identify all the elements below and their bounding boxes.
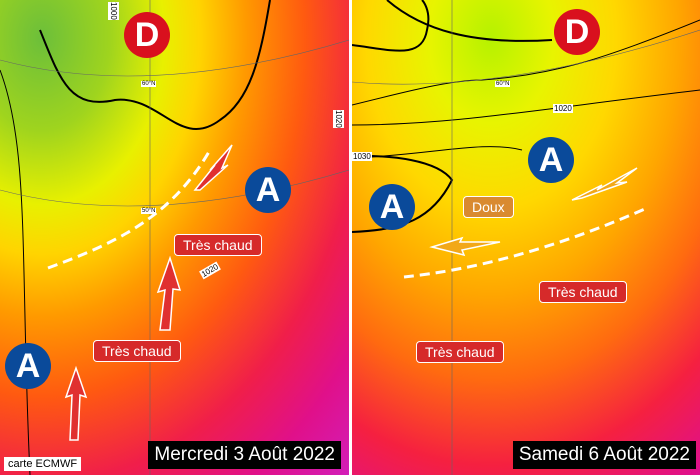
front-line xyxy=(403,206,648,279)
low-pressure-marker: D xyxy=(554,9,600,55)
front-line xyxy=(47,149,212,270)
latitude-label: 60°N xyxy=(495,81,511,87)
temperature-map-right xyxy=(352,0,700,475)
mild-air-arrow xyxy=(571,167,638,201)
latitude-label: 60°N xyxy=(141,81,157,87)
isobar-label: 1020 xyxy=(333,110,344,128)
isobar-label: 1020 xyxy=(553,104,573,113)
warm-air-arrow xyxy=(156,255,182,331)
warm-air-arrow xyxy=(64,365,88,441)
warm-air-arrow xyxy=(193,144,233,191)
map-panel-right: 1020 1030 60°N D A A Doux Très chaud Trè… xyxy=(352,0,700,475)
mild-air-arrow xyxy=(429,236,501,257)
high-pressure-marker: A xyxy=(245,167,291,213)
map-date: Mercredi 3 Août 2022 xyxy=(148,441,341,469)
mild-label: Doux xyxy=(463,196,514,218)
hot-label: Très chaud xyxy=(174,234,262,256)
high-pressure-marker: A xyxy=(369,184,415,230)
high-pressure-marker: A xyxy=(528,137,574,183)
hot-label: Très chaud xyxy=(416,341,504,363)
low-pressure-marker: D xyxy=(124,12,170,58)
isobar-label: 1000 xyxy=(108,2,119,20)
latitude-label: 50°N xyxy=(141,208,157,214)
hot-label: Très chaud xyxy=(93,340,181,362)
map-date: Samedi 6 Août 2022 xyxy=(512,441,696,469)
high-pressure-marker: A xyxy=(5,343,51,389)
hot-label: Très chaud xyxy=(539,281,627,303)
map-panel-left: 1000 1020 1020 60°N 50°N D A A Très chau… xyxy=(0,0,349,475)
temperature-map-left xyxy=(0,0,349,475)
source-label: carte ECMWF xyxy=(4,457,82,471)
isobar-label: 1030 xyxy=(352,152,372,161)
